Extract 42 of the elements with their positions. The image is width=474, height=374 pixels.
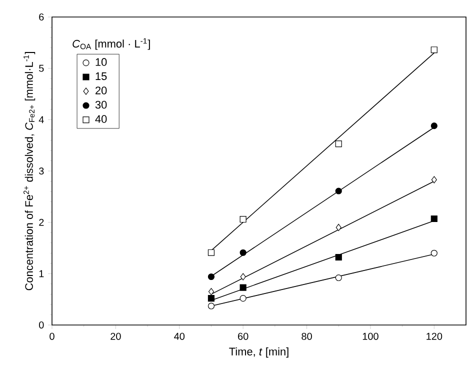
x-tick-label: 100 [362, 332, 378, 340]
y-tick-label: 3 [38, 167, 44, 175]
legend-title: C$_{OA}$ [mmol · L$^{-1}$] [72, 38, 150, 50]
point [240, 249, 246, 256]
x-tick-label: 120 [426, 332, 442, 340]
y-tick-label: 0 [39, 321, 44, 329]
y-axis-title: Concentration of Fe$^{2+}$ dissolved, C$_{Fe2+}$ [mmol·L$^{-1}$] [24, 52, 36, 290]
point [430, 122, 438, 130]
point [208, 288, 214, 296]
y-tick-label: 6 [39, 13, 44, 21]
point [240, 273, 246, 280]
point [430, 215, 438, 222]
x-tick-label: 20 [110, 332, 121, 340]
y-tick-label: 2 [39, 218, 44, 226]
x-tick-label: 60 [238, 332, 248, 340]
point [430, 250, 438, 256]
x-tick-label: 0 [50, 332, 54, 340]
legend-label: 30 [95, 100, 107, 109]
x-tick-label: 40 [174, 332, 185, 340]
y-tick-label: 4 [38, 116, 44, 124]
point [335, 188, 342, 194]
legend-label: 20 [96, 86, 107, 94]
y-tick-label: 1 [39, 270, 44, 278]
point [208, 302, 215, 310]
point [240, 284, 246, 291]
y-tick-label: 5 [39, 64, 44, 72]
point [208, 249, 215, 256]
point [240, 216, 246, 223]
point [208, 273, 215, 280]
legend-label: 15 [96, 72, 107, 80]
point [336, 224, 342, 232]
point [335, 254, 342, 261]
point [335, 140, 342, 148]
point [431, 176, 437, 184]
legend-label: 10 [96, 58, 107, 66]
point [208, 295, 215, 302]
point [430, 46, 438, 54]
x-axis-title: Time, t [min] [229, 347, 288, 358]
x-tick-label: 80 [302, 332, 312, 340]
legend-label: 40 [95, 115, 107, 123]
point [240, 295, 246, 302]
point [335, 274, 342, 282]
